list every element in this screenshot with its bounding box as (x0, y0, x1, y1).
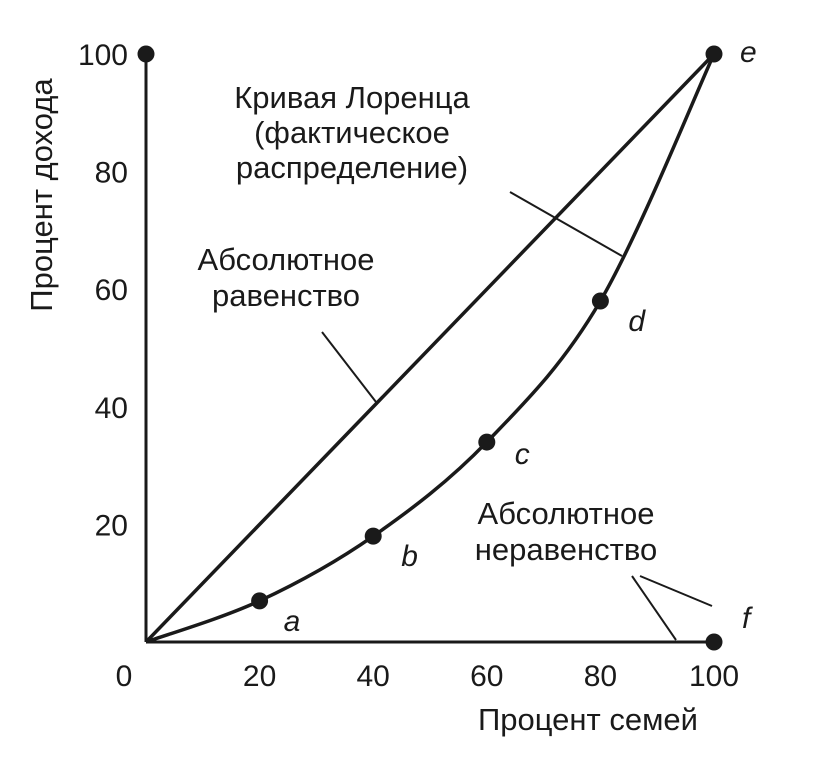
point-f (705, 633, 723, 651)
point-label-d: d (628, 305, 646, 338)
axis-end-point (137, 45, 155, 63)
point-label-a: a (284, 605, 301, 638)
point-label-b: b (401, 540, 418, 573)
y-tick-label: 80 (95, 157, 128, 190)
equality-annotation-line-1: Абсолютное (198, 242, 375, 277)
inequality-annotation: Абсолютное неравенство (475, 496, 657, 567)
y-tick-label: 60 (95, 274, 128, 307)
inequality-annotation-line-2: неравенство (475, 532, 657, 567)
point-label-f: f (742, 602, 753, 635)
equality-annotation-line-2: равенство (212, 278, 360, 313)
y-tick-label: 40 (95, 392, 128, 425)
lorenz-annotation-line-3: распределение) (236, 150, 468, 185)
y-tick-labels: 20 40 60 80 100 (78, 39, 128, 542)
equality-leader-line (321, 331, 377, 403)
y-tick-label: 20 (95, 509, 128, 542)
point-c (478, 433, 496, 451)
y-axis-title: Процент дохода (24, 78, 59, 312)
x-axis-title: Процент семей (478, 702, 698, 737)
x-tick-label: 20 (243, 660, 276, 693)
lorenz-annotation: Кривая Лоренца (фактическое распределени… (234, 80, 470, 185)
inequality-annotation-line-1: Абсолютное (478, 496, 655, 531)
point-b (364, 527, 382, 545)
x-tick-label: 100 (689, 660, 739, 693)
x-tick-labels: 0 20 40 60 80 100 (116, 660, 739, 693)
point-a (251, 592, 269, 610)
x-tick-label: 60 (470, 660, 503, 693)
x-tick-label: 80 (584, 660, 617, 693)
y-tick-label: 100 (78, 39, 128, 72)
inequality-leader-line-1 (631, 575, 677, 641)
point-label-e: e (740, 36, 757, 69)
point-d (591, 292, 609, 310)
lorenz-annotation-line-2: (фактическое (254, 115, 450, 150)
lorenz-annotation-line-1: Кривая Лоренца (234, 80, 470, 115)
equality-annotation: Абсолютное равенство (198, 242, 375, 313)
inequality-leader-line-2 (639, 575, 713, 607)
x-tick-label: 0 (116, 660, 133, 693)
equality-line (144, 52, 716, 644)
data-points: a b c d e f (137, 36, 757, 651)
point-label-c: c (515, 438, 530, 471)
x-tick-label: 40 (357, 660, 390, 693)
point-e (705, 45, 723, 63)
lorenz-leader-line (509, 191, 623, 257)
